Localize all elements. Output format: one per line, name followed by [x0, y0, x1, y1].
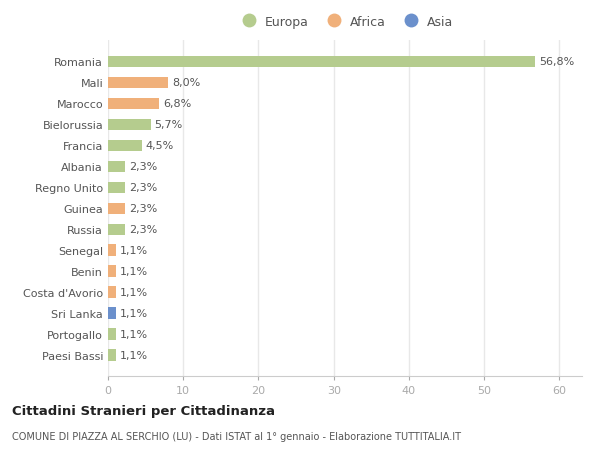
Bar: [108, 203, 125, 215]
Bar: [108, 224, 125, 235]
Text: 2,3%: 2,3%: [129, 204, 157, 214]
Text: 4,5%: 4,5%: [146, 141, 174, 151]
Text: 1,1%: 1,1%: [120, 330, 148, 340]
Text: COMUNE DI PIAZZA AL SERCHIO (LU) - Dati ISTAT al 1° gennaio - Elaborazione TUTTI: COMUNE DI PIAZZA AL SERCHIO (LU) - Dati …: [12, 431, 461, 442]
Text: 56,8%: 56,8%: [539, 57, 574, 67]
Text: 6,8%: 6,8%: [163, 99, 191, 109]
Bar: [108, 98, 159, 110]
Text: 1,1%: 1,1%: [120, 288, 148, 297]
Text: 2,3%: 2,3%: [129, 183, 157, 193]
Bar: [108, 161, 125, 173]
Bar: [108, 78, 168, 89]
Bar: [108, 287, 116, 298]
Bar: [108, 245, 116, 257]
Bar: [108, 140, 142, 152]
Text: 1,1%: 1,1%: [120, 246, 148, 256]
Bar: [108, 119, 151, 131]
Bar: [108, 182, 125, 194]
Legend: Europa, Africa, Asia: Europa, Africa, Asia: [232, 11, 458, 34]
Bar: [108, 56, 535, 68]
Text: 8,0%: 8,0%: [172, 78, 200, 88]
Text: 1,1%: 1,1%: [120, 308, 148, 319]
Bar: [108, 266, 116, 277]
Text: 2,3%: 2,3%: [129, 225, 157, 235]
Bar: [108, 329, 116, 340]
Text: Cittadini Stranieri per Cittadinanza: Cittadini Stranieri per Cittadinanza: [12, 404, 275, 417]
Text: 5,7%: 5,7%: [155, 120, 183, 130]
Bar: [108, 350, 116, 361]
Bar: [108, 308, 116, 319]
Text: 1,1%: 1,1%: [120, 267, 148, 277]
Text: 1,1%: 1,1%: [120, 350, 148, 360]
Text: 2,3%: 2,3%: [129, 162, 157, 172]
